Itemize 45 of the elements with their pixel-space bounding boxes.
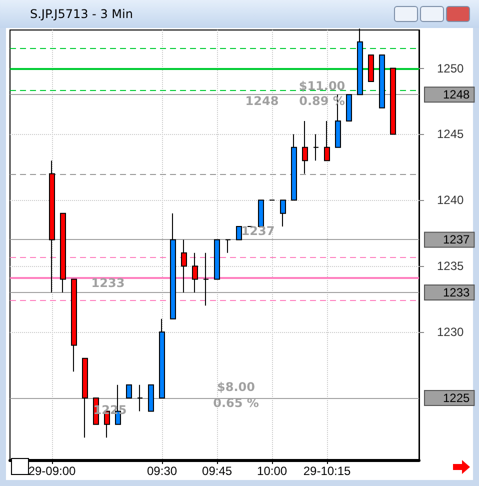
x-tick-label: 10:00 — [257, 464, 288, 478]
y-tick-label: 1230 — [437, 325, 464, 340]
annotation: 1233 — [91, 276, 125, 290]
candlestick — [159, 318, 165, 399]
ref-line-label: 1237 — [443, 232, 470, 247]
y-tick-label: 1245 — [437, 127, 464, 142]
x-tick-label: 29-10:15 — [303, 464, 352, 478]
ref-line-label: 1225 — [443, 391, 470, 406]
y-tick-label: 1250 — [437, 61, 464, 76]
candlestick — [170, 212, 176, 320]
candlestick — [236, 226, 242, 240]
annotation: $11.00 — [298, 79, 346, 93]
candlestick — [126, 384, 132, 399]
annotation: 1237 — [241, 224, 275, 238]
x-tick-label: 29-09:00 — [28, 464, 76, 478]
ref-line-label: 1248 — [443, 88, 470, 102]
x-tick-label: 09:30 — [147, 464, 178, 478]
candlestick — [137, 384, 143, 412]
candlestick — [214, 239, 220, 280]
candlestick — [368, 54, 374, 82]
candlestick — [379, 54, 385, 108]
candlestick — [390, 68, 396, 135]
candlestick — [258, 200, 264, 228]
annotation: $8.00 — [217, 380, 255, 394]
x-tick-label: 09:45 — [202, 464, 232, 478]
candlestick — [225, 239, 231, 254]
candlestick — [148, 384, 154, 412]
candlestick — [203, 252, 209, 306]
chart-title: S.JP.J5713 - 3 Min — [30, 7, 133, 21]
ref-line-label: 1233 — [443, 285, 470, 300]
y-tick-label: 1235 — [437, 259, 464, 274]
candlestick — [313, 134, 319, 162]
candlestick — [181, 239, 187, 293]
candlestick — [192, 252, 198, 293]
candlestick — [346, 94, 352, 122]
candlestick — [82, 358, 88, 438]
candlestick — [291, 134, 297, 201]
annotation: 1248 — [245, 94, 279, 108]
candlestick — [280, 200, 286, 228]
y-tick-label: 1240 — [437, 193, 464, 208]
candlestick — [324, 120, 330, 162]
candlestick — [302, 120, 308, 174]
candlestick — [60, 212, 66, 293]
candlestick — [71, 278, 77, 372]
candlestick — [49, 160, 55, 293]
